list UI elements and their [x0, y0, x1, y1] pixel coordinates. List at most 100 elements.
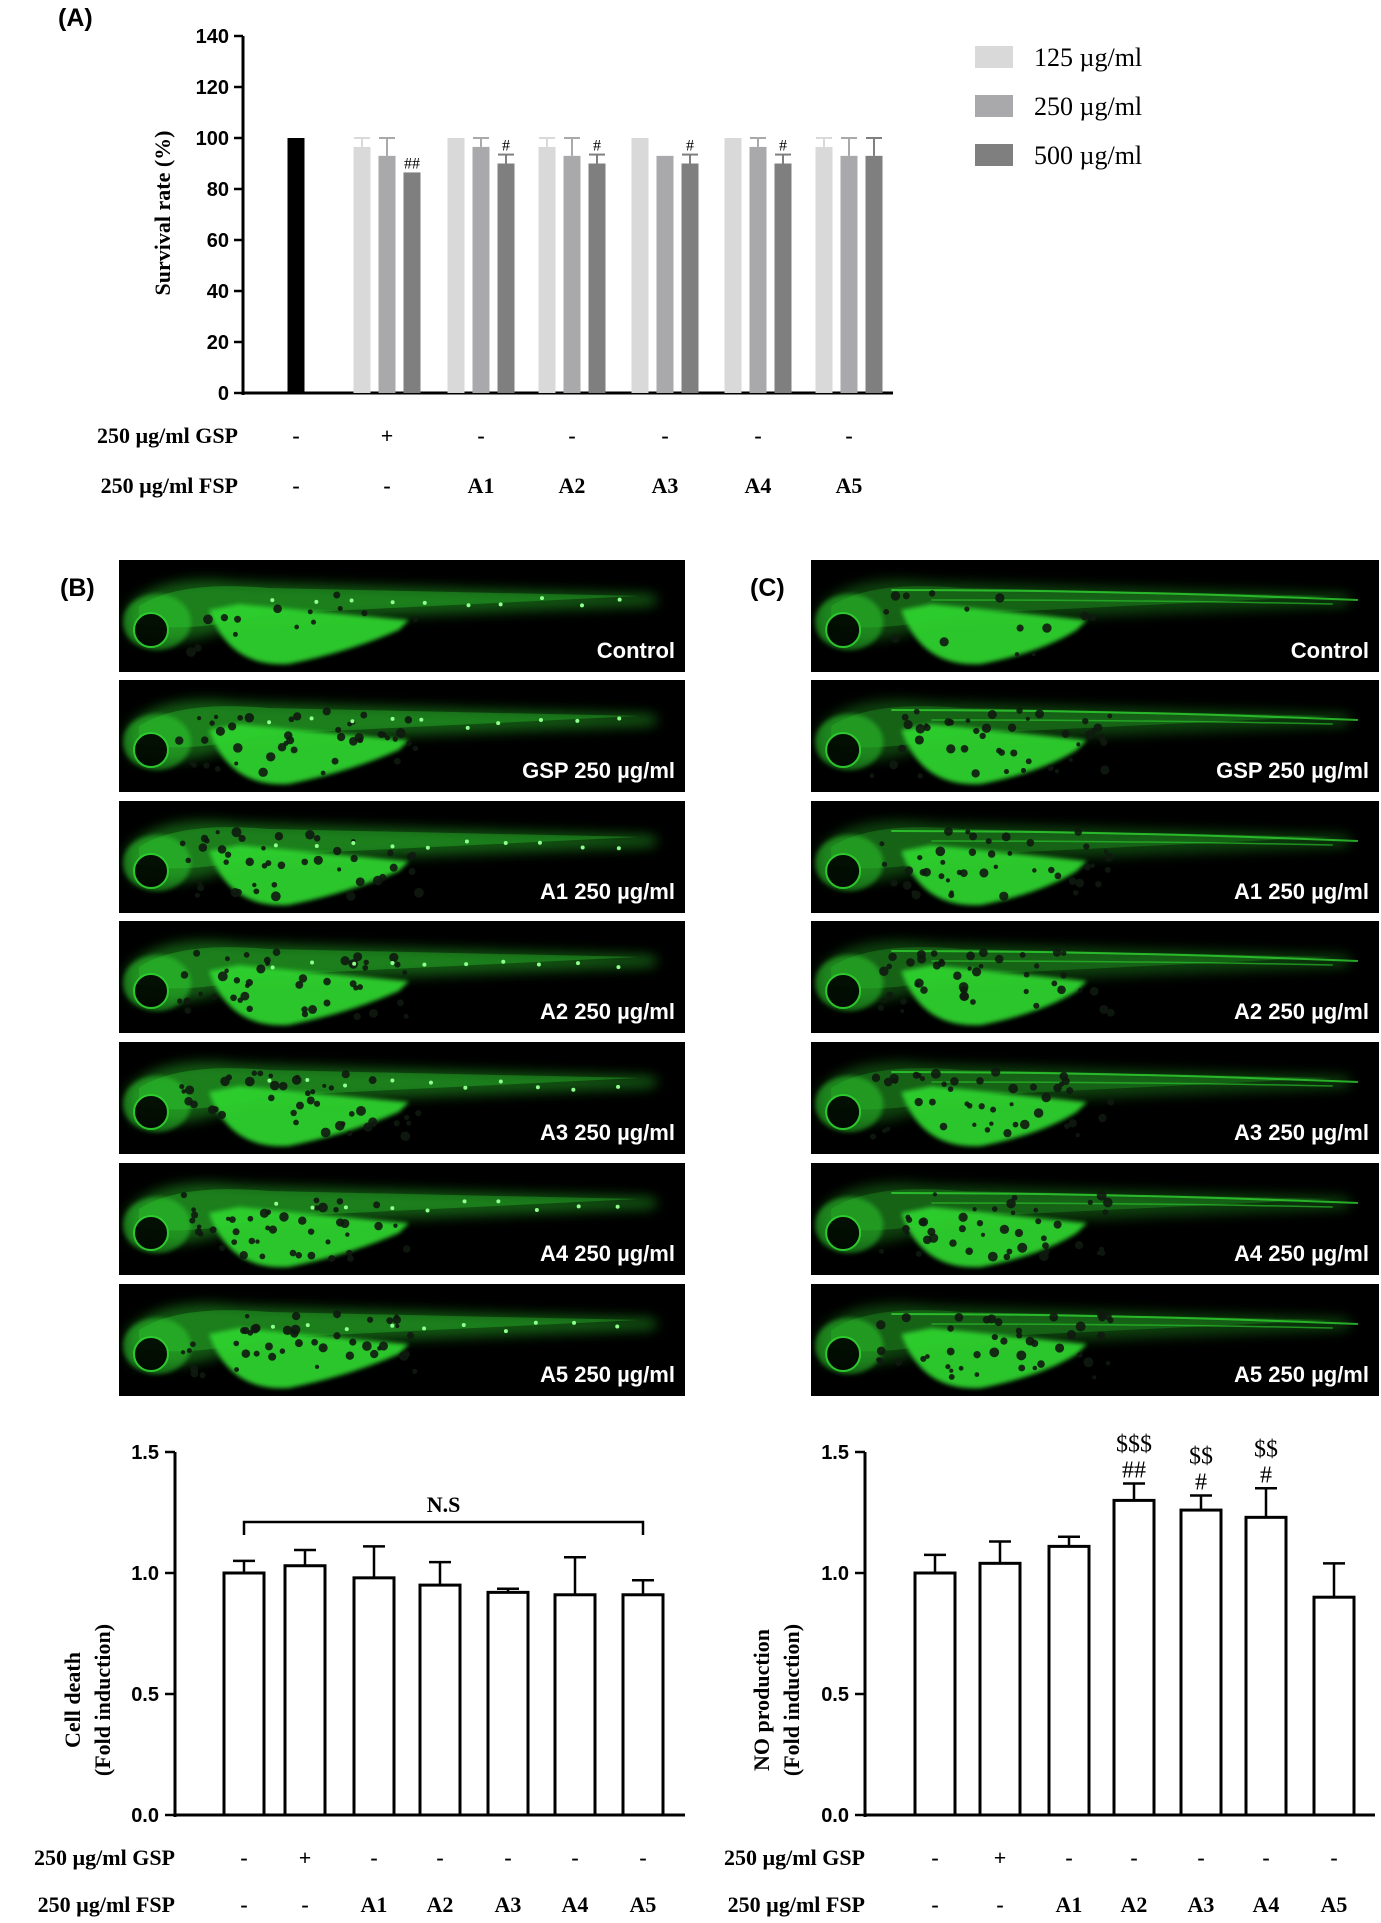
pigment-spot: [1032, 868, 1037, 873]
neuromast-dot: [616, 965, 621, 970]
pigment-spot: [1083, 1357, 1094, 1368]
pigment-spot: [367, 1316, 374, 1323]
neuromast-dot: [575, 718, 580, 723]
fsp-row-value: A1: [1056, 1892, 1083, 1917]
pigment-spot: [960, 744, 969, 753]
pigment-spot: [919, 1075, 926, 1082]
legend-label-250: 250 µg/ml: [1034, 92, 1142, 121]
neuromast-dot: [425, 1208, 430, 1213]
panel-b-label: (B): [60, 574, 95, 602]
pigment-spot: [959, 991, 970, 1002]
pigment-spot: [937, 959, 946, 967]
pigment-spot: [917, 854, 923, 861]
y-tick-label: 0.0: [131, 1805, 159, 1827]
pigment-spot: [224, 968, 229, 974]
pigment-spot: [241, 1349, 251, 1358]
pigment-spot: [990, 1106, 997, 1113]
pigment-spot: [994, 1318, 1003, 1327]
pigment-spot: [397, 999, 404, 1007]
pigment-spot: [972, 1207, 977, 1212]
neuromast-dot: [390, 960, 395, 965]
neuromast-dot: [390, 1078, 395, 1083]
pigment-spot: [869, 773, 875, 779]
pigment-spot: [393, 1120, 400, 1127]
pigment-spot: [239, 1251, 248, 1260]
pigment-spot: [1023, 988, 1029, 995]
chart-c-ylabel-line1: NO production: [749, 1629, 774, 1771]
neuromast-dot: [270, 598, 275, 603]
pigment-spot: [217, 1110, 227, 1119]
pigment-spot: [258, 767, 268, 778]
pigment-spot: [920, 986, 928, 994]
pigment-spot: [987, 1314, 997, 1324]
gsp-row-value: -: [1130, 1845, 1137, 1870]
pigment-spot: [886, 991, 894, 999]
pigment-spot: [1103, 849, 1108, 854]
fish-eye: [133, 1336, 169, 1372]
pigment-spot: [1033, 1207, 1039, 1213]
pigment-spot: [250, 1324, 260, 1334]
pigment-spot: [1068, 757, 1073, 762]
legend-label-125: 125 µg/ml: [1034, 43, 1142, 72]
bar: [913, 1571, 957, 1817]
pigment-spot: [1001, 832, 1011, 842]
pigment-spot: [256, 964, 266, 974]
pigment-spot: [1019, 952, 1026, 958]
fish-body-glow: [127, 1061, 658, 1124]
pigment-spot: [958, 1225, 966, 1233]
legend-label-500: 500 µg/ml: [1034, 141, 1142, 170]
neuromast-dot: [579, 603, 584, 608]
neuromast-dot: [390, 716, 395, 721]
y-tick-label: 1.5: [131, 1442, 159, 1464]
pigment-spot: [925, 1354, 930, 1359]
neuromast-dot: [576, 961, 581, 966]
pigment-spot: [1023, 971, 1030, 978]
pigment-spot: [209, 1226, 217, 1234]
fish-body: [139, 706, 639, 748]
pigment-spot: [917, 773, 923, 779]
pigment-spot: [306, 1096, 315, 1105]
pigment-spot: [323, 977, 331, 986]
legend-swatch-125: [975, 46, 1013, 68]
pigment-spot: [915, 724, 926, 734]
pigment-spot: [1083, 863, 1091, 871]
bar: [1179, 1508, 1223, 1817]
pigment-spot: [877, 1004, 885, 1011]
pigment-spot: [294, 1339, 303, 1348]
pigment-spot: [295, 1074, 300, 1080]
pigment-spot: [406, 1332, 414, 1339]
image-label: A1 250 µg/ml: [540, 879, 675, 904]
bar: [283, 1564, 327, 1817]
pigment-spot: [906, 958, 915, 967]
pigment-spot: [965, 829, 971, 835]
pigment-spot: [980, 1232, 986, 1237]
pigment-spot: [198, 991, 203, 996]
chart-b-row-fsp-label: 250 µg/ml FSP: [38, 1892, 175, 1917]
pigment-spot: [1099, 1004, 1109, 1014]
pigment-spot: [979, 948, 988, 958]
neuromast-dot: [390, 844, 395, 849]
neuromast-dot: [350, 719, 355, 724]
neuromast-dot: [352, 961, 357, 966]
fish-eye: [825, 1094, 862, 1130]
pigment-spot: [901, 1313, 911, 1323]
pigment-spot: [261, 845, 266, 851]
pigment-spot: [1083, 843, 1090, 850]
pigment-spot: [218, 1244, 226, 1252]
neuromast-dot: [464, 962, 469, 967]
pigment-spot: [903, 720, 913, 730]
y-tick-label: 80: [207, 179, 229, 201]
pigment-spot: [1066, 1329, 1076, 1340]
pigment-spot: [253, 1350, 260, 1357]
pigment-spot: [282, 1325, 293, 1336]
pigment-spot: [174, 736, 184, 745]
pigment-spot: [247, 1215, 254, 1222]
pigment-spot: [1003, 1253, 1011, 1261]
significance-marker: #: [686, 138, 694, 155]
pigment-spot: [224, 851, 232, 858]
pigment-spot: [354, 733, 364, 743]
pigment-spot: [1090, 863, 1095, 868]
pigment-spot: [985, 838, 992, 845]
pigment-spot: [1102, 1209, 1109, 1216]
pigment-spot: [356, 1105, 366, 1116]
